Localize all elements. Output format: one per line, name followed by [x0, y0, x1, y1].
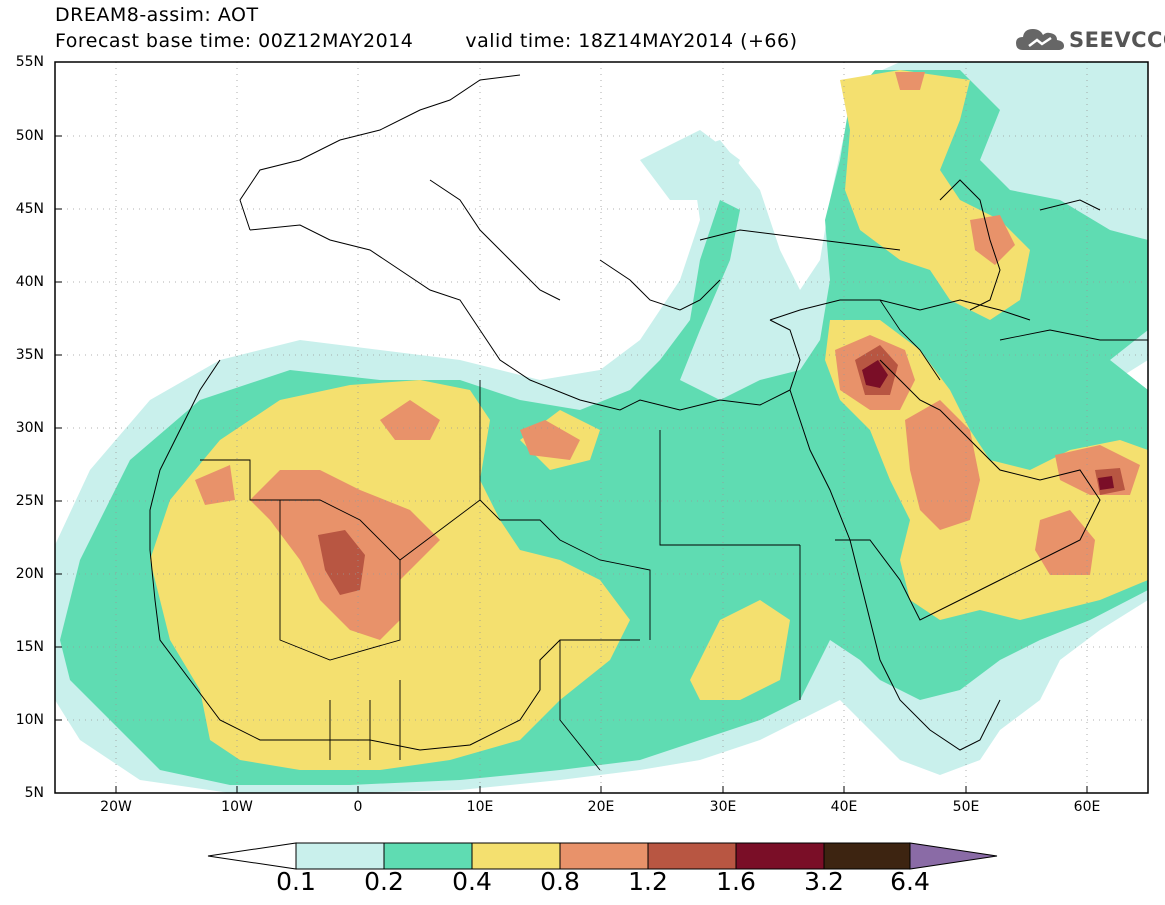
legend-swatch-5 [735, 842, 825, 870]
aot-band-0.8-b [520, 420, 580, 460]
seevccc-logo: SEEVCCC [1015, 26, 1165, 54]
legend-label: 0.8 [540, 867, 580, 896]
lat-label: 15N [15, 639, 44, 655]
country-borders [200, 299, 1148, 771]
lat-label: 40N [15, 274, 44, 290]
grid-lines [55, 62, 1148, 793]
lon-label: 40E [830, 799, 858, 815]
aot-band-0.8-a [380, 400, 440, 440]
legend-swatch-4 [647, 842, 737, 870]
aot-band-0.1b [640, 130, 740, 200]
aot-band-0.4-east [840, 70, 1030, 320]
legend-label: 0.2 [364, 867, 404, 896]
tick-marks [55, 61, 1088, 793]
lat-label: 55N [15, 54, 44, 70]
lon-label: 10E [466, 799, 494, 815]
aot-band-0.8-caspian [970, 215, 1015, 265]
aot-band-1.2-sahara [318, 530, 365, 595]
lon-label: 10W [221, 799, 253, 815]
lat-label: 25N [15, 493, 44, 509]
aot-band-0.8-north [895, 72, 925, 90]
aot-band-1.6-iran [1098, 476, 1114, 490]
aot-band-0.8-oman [1035, 510, 1095, 575]
forecast-times: Forecast base time: 00Z12MAY2014 valid ti… [55, 30, 798, 52]
legend-label: 0.4 [452, 867, 492, 896]
logo-text: SEEVCCC [1069, 28, 1165, 52]
base-time: Forecast base time: 00Z12MAY2014 [55, 30, 414, 52]
legend-label: 0.1 [276, 867, 316, 896]
map-title: DREAM8-assim: AOT [55, 4, 259, 26]
lat-label: 20N [15, 566, 44, 582]
lon-label: 50E [952, 799, 980, 815]
lat-label: 30N [15, 420, 44, 436]
aot-field [55, 62, 1148, 793]
aot-band-0.8-gulf [905, 400, 980, 530]
legend-label: 6.4 [890, 867, 930, 896]
lat-label: 5N [24, 785, 44, 801]
cloud-icon [1016, 29, 1064, 50]
legend-swatch-above [909, 842, 998, 870]
legend-swatch-below [207, 842, 297, 870]
legend-swatch-3 [559, 842, 649, 870]
legend-swatch-1 [383, 842, 473, 870]
coastlines [149, 74, 1101, 751]
lat-label: 50N [15, 128, 44, 144]
valid-time: valid time: 18Z14MAY2014 (+66) [465, 30, 798, 52]
legend-swatch-2 [471, 842, 561, 870]
lat-label: 45N [15, 201, 44, 217]
legend-swatch-0 [295, 842, 385, 870]
lon-label: 0 [353, 799, 363, 815]
aot-band-0.8-c [195, 465, 235, 505]
aot-band-0.4-sudan [690, 600, 790, 700]
legend-label: 3.2 [804, 867, 844, 896]
legend-label: 1.2 [628, 867, 668, 896]
lat-label: 35N [15, 347, 44, 363]
legend-swatch-6 [823, 842, 911, 870]
lon-label: 20E [587, 799, 615, 815]
lon-label: 20W [100, 799, 132, 815]
aot-band-1.6-iraq [862, 360, 888, 388]
legend-colorbar [207, 842, 998, 870]
lon-label: 30E [709, 799, 737, 815]
lat-label: 10N [15, 712, 44, 728]
legend-label: 1.6 [716, 867, 756, 896]
lon-label: 60E [1073, 799, 1101, 815]
